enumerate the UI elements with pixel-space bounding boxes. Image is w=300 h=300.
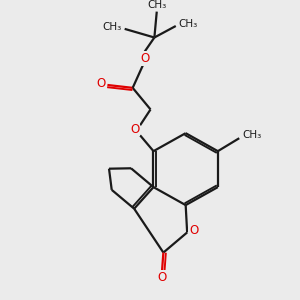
- Text: O: O: [189, 224, 198, 238]
- Text: CH₃: CH₃: [103, 22, 122, 32]
- Text: CH₃: CH₃: [178, 19, 198, 29]
- Text: O: O: [157, 272, 167, 284]
- Text: O: O: [140, 52, 149, 65]
- Text: O: O: [96, 77, 106, 90]
- Text: O: O: [130, 122, 140, 136]
- Text: CH₃: CH₃: [242, 130, 261, 140]
- Text: CH₃: CH₃: [148, 0, 167, 10]
